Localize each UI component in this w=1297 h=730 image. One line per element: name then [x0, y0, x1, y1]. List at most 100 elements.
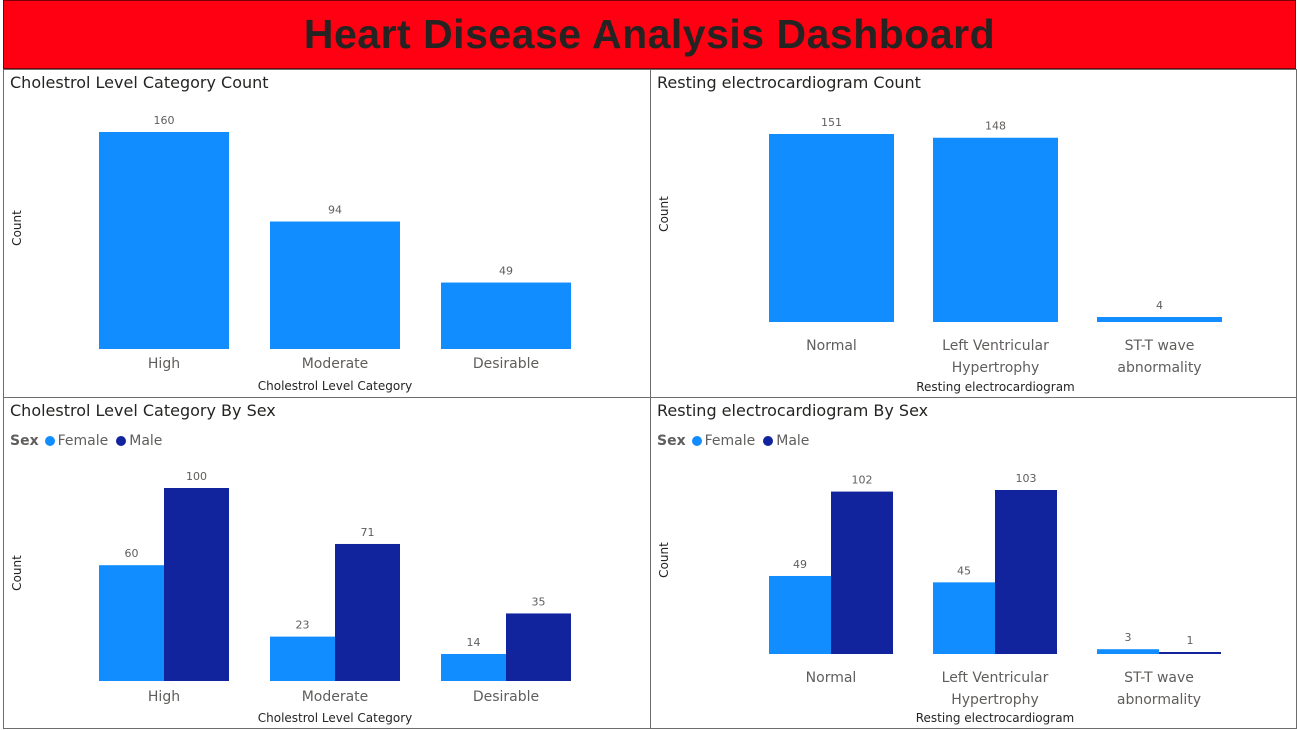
bar	[270, 636, 335, 681]
data-label: 151	[821, 116, 842, 129]
data-label: 94	[328, 204, 342, 217]
category-label: ST-T wave abnormality	[1117, 670, 1201, 708]
bar	[1097, 317, 1222, 322]
data-label: 1	[1187, 634, 1194, 647]
category-label-line: ST-T wave	[1125, 338, 1195, 354]
cholesterol-count-panel[interactable]: Cholestrol Level Category Count 160 High 9…	[3, 69, 651, 398]
chart-title: Resting electrocardiogram Count	[657, 73, 921, 92]
category-label: Desirable	[473, 689, 539, 705]
category-label-line: Moderate	[302, 689, 369, 705]
legend-item-female[interactable]: Female	[44, 433, 109, 449]
dashboard-title: Heart Disease Analysis Dashboard	[303, 11, 996, 57]
legend-label: Male	[129, 433, 163, 449]
bar	[933, 582, 995, 654]
legend-title: Sex	[657, 433, 686, 449]
chart-title: Cholestrol Level Category Count	[10, 73, 269, 92]
category-label: Moderate	[302, 689, 369, 705]
data-label: 100	[186, 470, 207, 483]
x-axis-title: Resting electrocardiogram	[916, 711, 1074, 725]
category-label: Normal	[806, 670, 857, 686]
x-axis-title: Cholestrol Level Category	[258, 379, 412, 393]
chart-legend: Sex Female Male	[10, 433, 170, 449]
bar	[831, 491, 893, 654]
category-label: Left Ventricular Hypertrophy	[942, 338, 1049, 376]
legend-marker-female	[691, 436, 702, 446]
bar	[99, 565, 164, 681]
data-label: 60	[125, 547, 139, 560]
data-label: 3	[1125, 631, 1132, 644]
category-label: Left Ventricular Hypertrophy	[942, 670, 1049, 708]
category-label-line: Normal	[806, 670, 857, 686]
bar	[441, 282, 571, 349]
legend-item-male[interactable]: Male	[763, 433, 809, 449]
bar	[995, 490, 1057, 654]
data-label: 148	[985, 120, 1006, 133]
y-axis-title: Count	[10, 555, 24, 591]
y-axis-title: Count	[657, 542, 671, 578]
category-label-line: ST-T wave	[1124, 670, 1194, 686]
cholesterol-by-sex-chart: 60 100 High 23 71 Moderate 14 35 Desirable Choles…	[10, 470, 571, 725]
ecg-by-sex-panel[interactable]: Resting electrocardiogram By Sex Sex Fem…	[650, 397, 1297, 729]
category-label-line: Desirable	[473, 356, 539, 372]
x-axis-title: Cholestrol Level Category	[258, 711, 412, 725]
bar	[164, 488, 229, 681]
category-label-line: Moderate	[302, 356, 369, 372]
category-label: Desirable	[473, 356, 539, 372]
data-label: 35	[532, 595, 546, 608]
y-axis-title: Count	[10, 210, 24, 246]
legend-label: Male	[776, 433, 810, 449]
x-axis-title: Resting electrocardiogram	[916, 380, 1074, 394]
bar	[933, 137, 1058, 322]
data-label: 103	[1016, 472, 1037, 485]
legend-marker-female	[44, 436, 55, 446]
legend-item-male[interactable]: Male	[116, 433, 162, 449]
cholesterol-count-chart: 160 High 94 Moderate 49 Desirable Cholestrol L…	[10, 114, 571, 393]
category-label-line: abnormality	[1117, 360, 1201, 376]
legend-label: Female	[704, 433, 756, 449]
y-axis-title: Count	[657, 196, 671, 232]
bar	[769, 575, 831, 654]
data-label: 14	[467, 636, 481, 649]
category-label: Normal	[806, 338, 857, 354]
legend-marker-male	[763, 436, 774, 446]
chart-title: Cholestrol Level Category By Sex	[10, 401, 276, 420]
category-label-line: High	[148, 689, 180, 705]
ecg-count-chart: 151 Normal 148 Left Ventricular Hypertrophy 4…	[657, 116, 1222, 394]
chart-title: Resting electrocardiogram By Sex	[657, 401, 929, 420]
dashboard-banner: Heart Disease Analysis Dashboard	[3, 0, 1296, 69]
category-label-line: Normal	[806, 338, 857, 354]
data-label: 49	[793, 558, 807, 571]
bar	[1159, 652, 1221, 654]
category-label-line: High	[148, 356, 180, 372]
legend-marker-male	[116, 436, 127, 446]
data-label: 160	[154, 114, 175, 127]
data-label: 102	[852, 474, 873, 487]
category-label: ST-T wave abnormality	[1117, 338, 1201, 376]
cholesterol-by-sex-panel[interactable]: Cholestrol Level Category By Sex Sex Fem…	[3, 397, 651, 729]
category-label-line: abnormality	[1117, 692, 1201, 708]
bar	[441, 653, 506, 681]
chart-legend: Sex Female Male	[657, 433, 817, 449]
category-label: Moderate	[302, 356, 369, 372]
legend-title: Sex	[10, 433, 39, 449]
bar	[506, 613, 571, 681]
category-label: High	[148, 689, 180, 705]
data-label: 45	[957, 564, 971, 577]
data-label: 49	[499, 265, 513, 278]
bar	[769, 134, 894, 322]
category-label-line: Desirable	[473, 689, 539, 705]
data-label: 71	[361, 526, 375, 539]
category-label-line: Hypertrophy	[952, 360, 1040, 376]
bar	[270, 221, 400, 349]
ecg-by-sex-chart: 49 102 Normal 45 103 Left Ventricular Hypertro…	[657, 472, 1221, 725]
legend-item-female[interactable]: Female	[691, 433, 756, 449]
category-label-line: Left Ventricular	[942, 670, 1049, 686]
data-label: 23	[296, 619, 310, 632]
bar	[99, 132, 229, 349]
bar	[1097, 649, 1159, 654]
category-label: High	[148, 356, 180, 372]
legend-label: Female	[57, 433, 109, 449]
data-label: 4	[1156, 299, 1163, 312]
ecg-count-panel[interactable]: Resting electrocardiogram Count 151 Norma…	[650, 69, 1297, 398]
category-label-line: Left Ventricular	[942, 338, 1049, 354]
